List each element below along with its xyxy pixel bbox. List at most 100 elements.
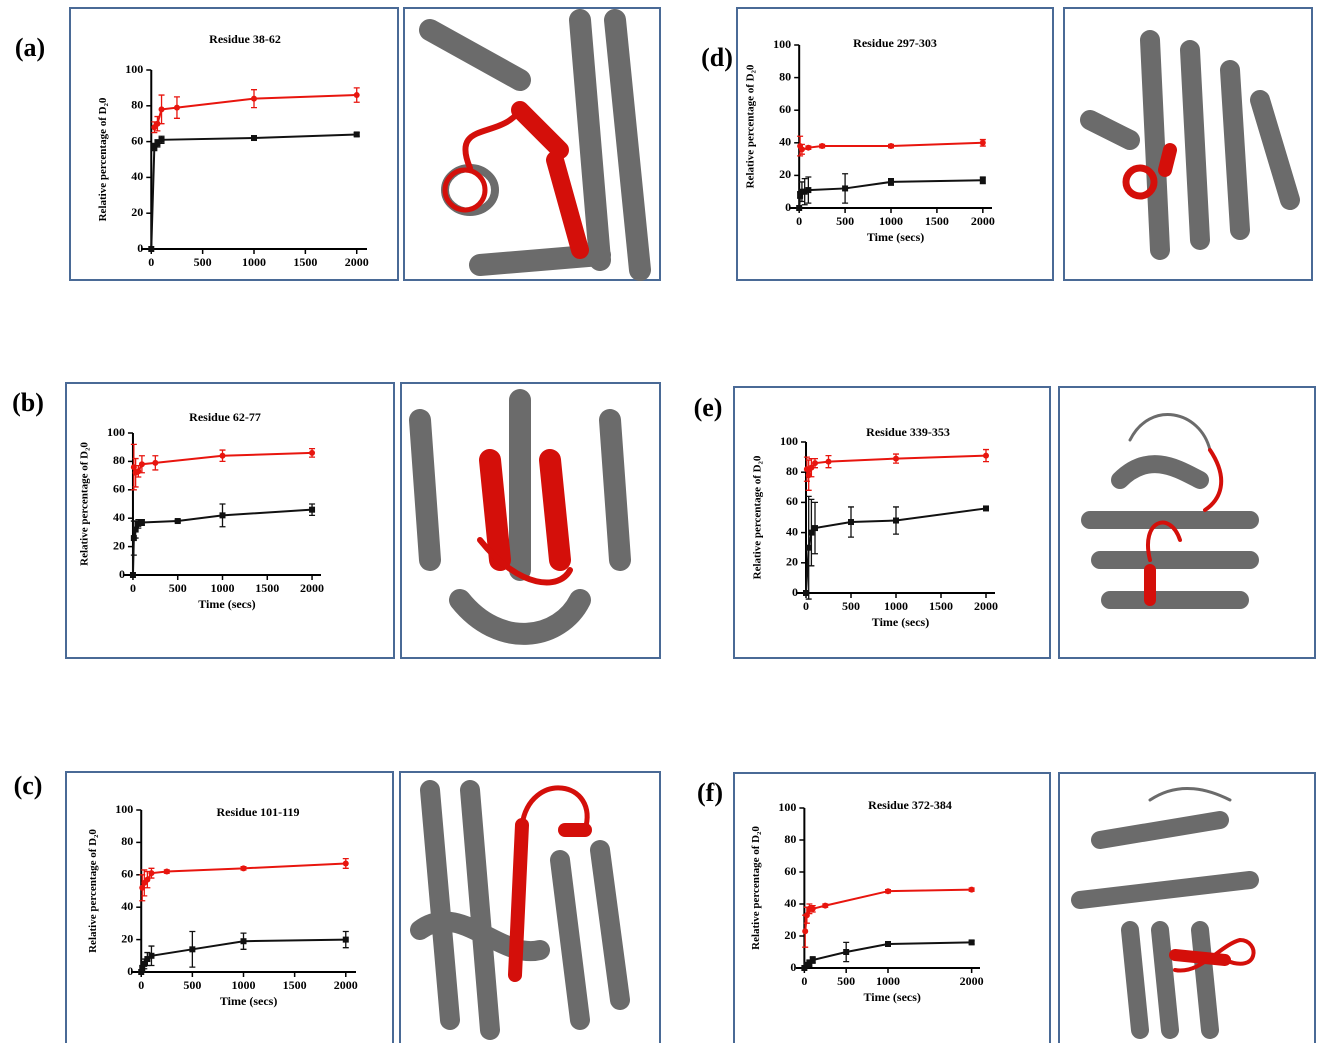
point: [135, 520, 142, 527]
panel-frame: [1058, 386, 1316, 659]
y-tick-label: 20: [786, 555, 798, 569]
x-tick-label: 2000: [960, 974, 984, 988]
point: [893, 455, 899, 462]
x-tick-label: 0: [130, 581, 136, 595]
panel-label: (b): [12, 388, 44, 417]
point: [798, 146, 805, 153]
panel-label: (c): [14, 771, 43, 800]
point: [812, 460, 818, 467]
panel-frame: [1063, 7, 1313, 281]
point: [251, 135, 257, 142]
panel-frame: [736, 7, 1054, 281]
y-tick-label: 60: [786, 494, 798, 508]
point: [342, 860, 349, 867]
point: [173, 104, 180, 111]
y-tick-label: 0: [785, 200, 791, 214]
point: [805, 187, 812, 194]
point: [158, 136, 165, 143]
x-tick-label: 2000: [974, 599, 998, 613]
x-tick-label: 2000: [334, 978, 358, 992]
point: [843, 949, 850, 955]
x-tick-label: 2000: [345, 255, 369, 269]
chart-title: Residue 38-62: [209, 32, 281, 46]
panel-frame: [403, 7, 661, 281]
x-tick-label: 500: [837, 974, 855, 988]
point: [809, 905, 816, 912]
point: [148, 246, 155, 252]
point: [154, 140, 161, 147]
panel-frame: [65, 382, 395, 659]
point: [154, 120, 161, 127]
y-tick-label: 40: [113, 510, 125, 524]
y-tick-label: 60: [784, 864, 796, 878]
x-tick-label: 1500: [925, 214, 949, 228]
point: [251, 95, 257, 102]
x-axis-label: Time (secs): [220, 994, 277, 1008]
point: [158, 106, 165, 113]
panel-label: (f): [697, 778, 723, 807]
point: [174, 518, 181, 525]
point: [141, 960, 148, 967]
panel-frame: [399, 771, 661, 1048]
y-tick-label: 60: [121, 867, 133, 881]
point: [219, 452, 226, 459]
x-tick-label: 1500: [293, 255, 317, 269]
point: [808, 464, 815, 471]
point: [148, 870, 155, 877]
panel-frame: [400, 382, 661, 659]
panel-label: (a): [15, 33, 45, 62]
y-tick-label: 20: [121, 931, 133, 945]
x-tick-label: 1000: [876, 974, 900, 988]
point: [240, 938, 247, 945]
panel-frame: [733, 386, 1051, 659]
x-tick-label: 1500: [283, 978, 307, 992]
x-axis-label: Time (secs): [867, 230, 924, 244]
y-axis-label: Relative percentage of D₂0: [752, 455, 764, 579]
y-tick-label: 0: [792, 585, 798, 599]
y-tick-label: 20: [779, 167, 791, 181]
y-tick-label: 100: [778, 800, 796, 814]
y-tick-label: 20: [784, 928, 796, 942]
y-tick-label: 60: [131, 133, 143, 147]
point: [151, 143, 158, 150]
y-axis-label: Relative percentage of D₂0: [87, 829, 99, 953]
x-tick-label: 2000: [300, 581, 324, 595]
point: [809, 957, 816, 963]
point: [163, 868, 170, 875]
point: [129, 572, 136, 578]
point: [148, 952, 155, 959]
point: [979, 177, 986, 184]
panel-frame: [733, 772, 1051, 1048]
y-tick-label: 0: [119, 567, 125, 581]
point: [888, 178, 894, 185]
protein-structures: [409, 9, 1300, 1040]
y-tick-label: 100: [115, 802, 133, 816]
chart-title: Residue 62-77: [189, 410, 261, 424]
panel-label: (e): [694, 393, 723, 422]
point: [803, 590, 809, 596]
point: [825, 458, 832, 465]
y-tick-label: 80: [113, 453, 125, 467]
point: [983, 452, 989, 459]
chart-title: Residue 297-303: [853, 36, 937, 50]
structure-f: [1071, 786, 1259, 1039]
y-tick-label: 60: [113, 482, 125, 496]
point: [152, 459, 159, 466]
y-tick-label: 80: [786, 464, 798, 478]
x-tick-label: 500: [842, 599, 860, 613]
point: [801, 188, 808, 195]
point: [812, 525, 818, 532]
x-tick-label: 1500: [255, 581, 279, 595]
point: [885, 888, 891, 895]
x-tick-label: 1000: [242, 255, 266, 269]
y-tick-label: 40: [784, 896, 796, 910]
y-tick-label: 20: [113, 538, 125, 552]
x-axis-label: Time (secs): [863, 990, 920, 1004]
y-tick-label: 0: [790, 960, 796, 974]
x-tick-label: 1000: [211, 581, 235, 595]
point: [309, 449, 316, 456]
